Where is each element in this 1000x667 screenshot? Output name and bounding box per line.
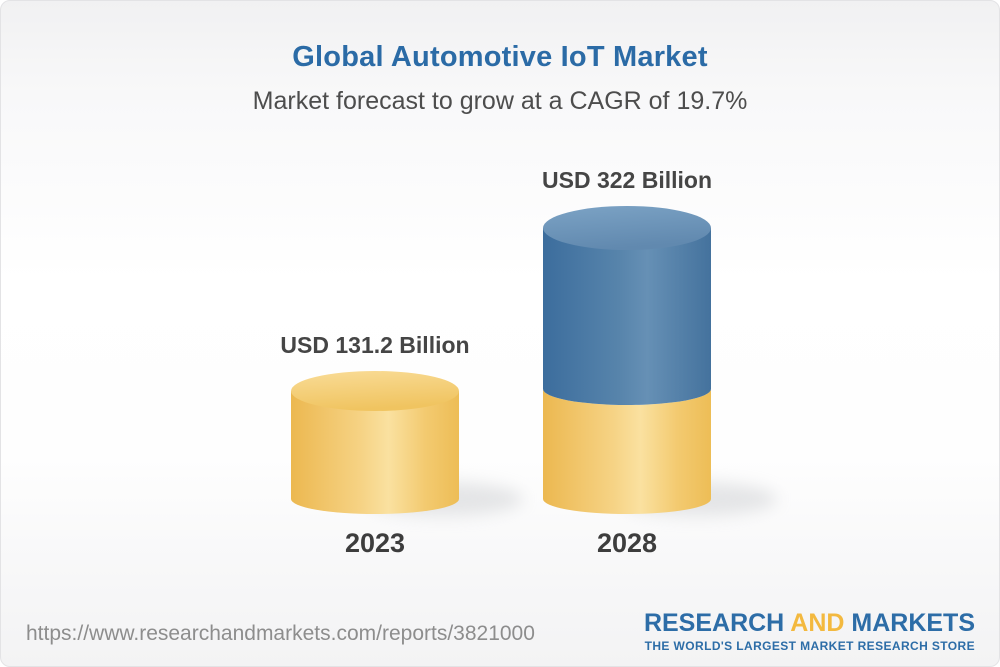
researchandmarkets-logo: RESEARCH AND MARKETS THE WORLD'S LARGEST… bbox=[644, 610, 975, 653]
cylinder-2028-yellow-segment bbox=[543, 389, 711, 514]
report-url: https://www.researchandmarkets.com/repor… bbox=[26, 622, 535, 645]
cylinder-2023 bbox=[291, 371, 459, 514]
cylinder-2028-blue-segment bbox=[543, 228, 711, 405]
page-title: Global Automotive IoT Market bbox=[292, 41, 708, 73]
category-label-2023: 2023 bbox=[344, 528, 406, 558]
logo-tagline: THE WORLD'S LARGEST MARKET RESEARCH STOR… bbox=[644, 639, 975, 653]
value-label-2028: USD 322 Billion bbox=[542, 167, 712, 193]
cylinder-2028 bbox=[543, 206, 711, 514]
logo-word-research: RESEARCH bbox=[643, 608, 785, 637]
logo-wordmark: RESEARCH AND MARKETS bbox=[644, 610, 975, 636]
logo-word-markets: MARKETS bbox=[851, 608, 975, 637]
page-subtitle: Market forecast to grow at a CAGR of 19.… bbox=[252, 87, 748, 115]
category-label-2028: 2028 bbox=[596, 528, 658, 558]
value-label-2023: USD 131.2 Billion bbox=[280, 332, 470, 358]
logo-word-and: AND bbox=[790, 608, 845, 637]
